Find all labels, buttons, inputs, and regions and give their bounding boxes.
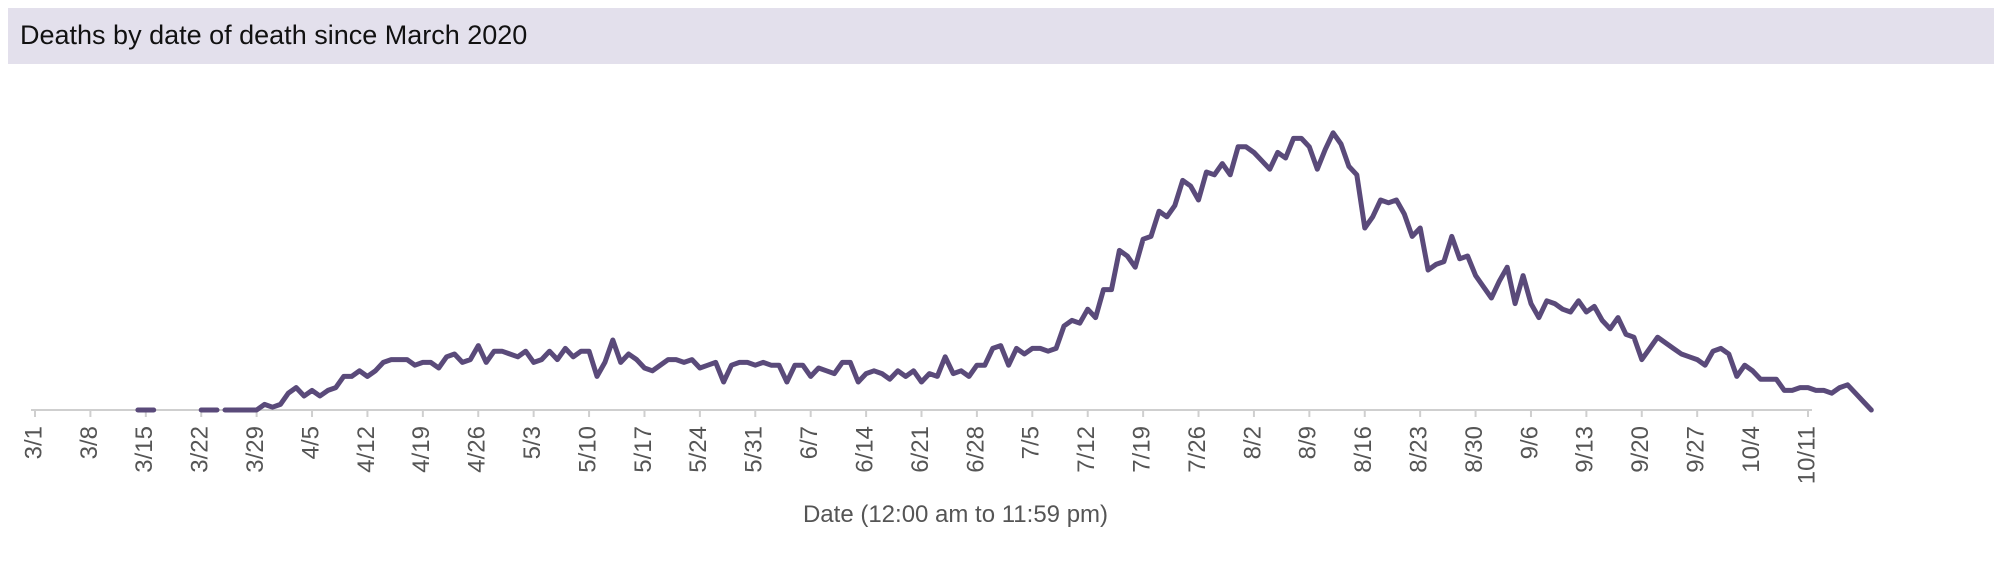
x-tick-label: 7/26 bbox=[1184, 426, 1211, 473]
x-tick-label: 8/9 bbox=[1295, 426, 1322, 459]
x-axis-title: Date (12:00 am to 11:59 pm) bbox=[803, 501, 1108, 528]
x-tick-label: 10/11 bbox=[1793, 426, 1820, 484]
x-tick-label: 3/15 bbox=[131, 426, 158, 473]
x-tick-label: 4/5 bbox=[297, 426, 324, 459]
x-tick-label: 8/23 bbox=[1406, 426, 1433, 473]
x-tick-label: 3/8 bbox=[76, 426, 103, 459]
x-tick-label: 8/2 bbox=[1239, 426, 1266, 459]
x-tick-label: 6/7 bbox=[796, 426, 823, 459]
x-tick-label: 5/31 bbox=[741, 426, 768, 473]
x-tick-label: 4/26 bbox=[464, 426, 491, 473]
x-tick-label: 6/14 bbox=[851, 426, 878, 473]
x-tick-label: 9/13 bbox=[1572, 426, 1599, 473]
x-tick-label: 3/22 bbox=[187, 426, 214, 473]
x-tick-label: 6/28 bbox=[962, 426, 989, 473]
x-tick-label: 9/6 bbox=[1516, 426, 1543, 459]
x-tick-label: 8/16 bbox=[1350, 426, 1377, 473]
x-tick-label: 10/4 bbox=[1738, 426, 1765, 473]
series-line-group bbox=[135, 130, 1874, 413]
x-tick-label: 4/12 bbox=[353, 426, 380, 473]
x-tick-label: 7/12 bbox=[1073, 426, 1100, 473]
x-tick-label: 8/30 bbox=[1461, 426, 1488, 473]
x-tick-label: 3/1 bbox=[20, 426, 47, 459]
x-tick-label: 4/19 bbox=[408, 426, 435, 473]
chart-title-bar: Deaths by date of death since March 2020 bbox=[8, 8, 1994, 64]
x-tick-label: 5/17 bbox=[630, 426, 657, 473]
x-tick-label: 7/19 bbox=[1128, 426, 1155, 473]
x-tick-label: 7/5 bbox=[1018, 426, 1045, 459]
x-tick-label: 9/20 bbox=[1627, 426, 1654, 473]
x-tick-label: 9/27 bbox=[1683, 426, 1710, 473]
x-tick-label: 5/10 bbox=[574, 426, 601, 473]
series-line bbox=[222, 130, 1874, 413]
x-tick-label: 6/21 bbox=[907, 426, 934, 473]
x-tick-label: 3/29 bbox=[242, 426, 269, 473]
x-tick-label: 5/3 bbox=[519, 426, 546, 459]
x-tick-label: 5/24 bbox=[685, 426, 712, 473]
chart-title: Deaths by date of death since March 2020 bbox=[20, 20, 528, 50]
x-axis: 3/1 3/8 3/15 3/22 3/29 4/5 4/12 4/19 4/26 5/3 5/10… bbox=[20, 409, 1820, 484]
